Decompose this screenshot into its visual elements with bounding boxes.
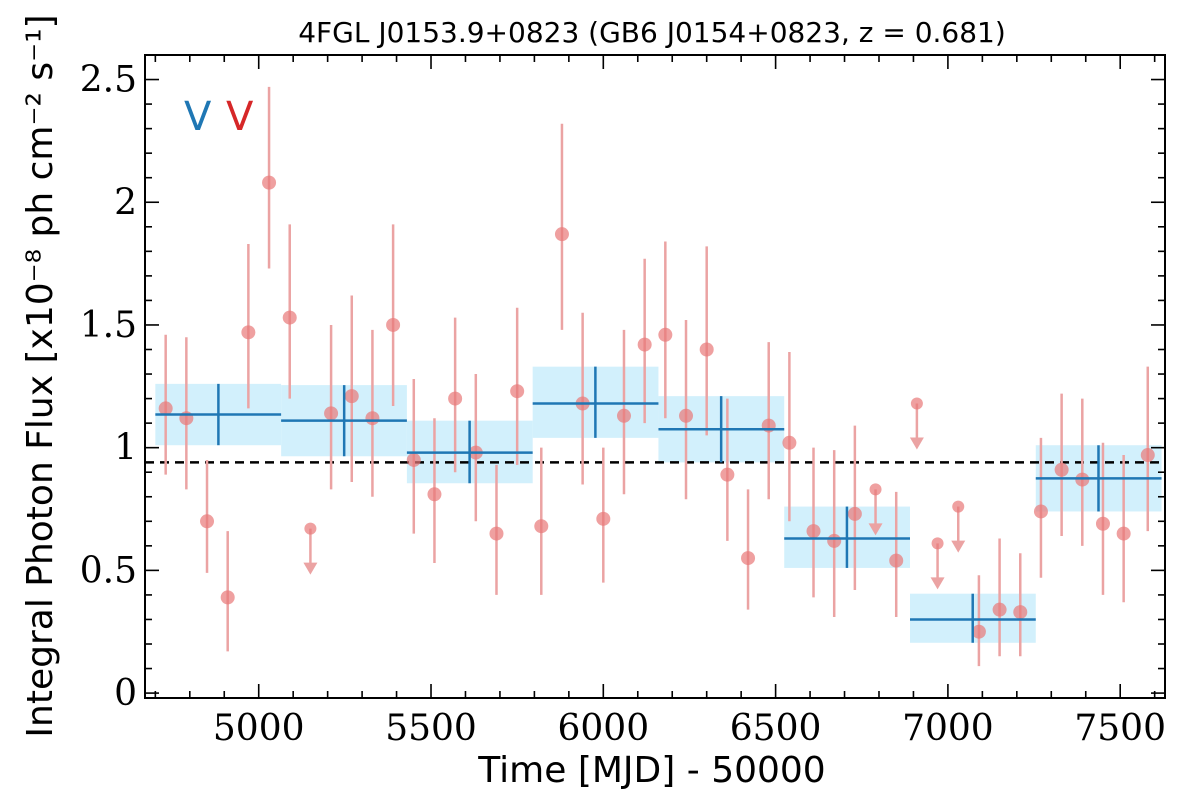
data-point-5 — [262, 175, 277, 190]
upper-limit-head-34 — [868, 523, 883, 536]
y-tick-label: 0.5 — [80, 550, 137, 591]
data-point-26 — [699, 342, 714, 357]
data-point-22 — [616, 408, 631, 423]
x-axis-label: Time [MJD] - 50000 — [477, 750, 825, 791]
upper-limit-head-37 — [930, 577, 945, 590]
data-point-0 — [158, 401, 173, 416]
upper-limit-point-36 — [910, 397, 923, 410]
y-tick-label: 1 — [114, 428, 137, 469]
data-point-40 — [992, 602, 1007, 617]
data-point-46 — [1116, 526, 1131, 541]
data-point-8 — [324, 406, 339, 421]
chart-title: 4FGL J0153.9+0823 (GB6 J0154+0823, z = 0… — [298, 16, 1006, 49]
upper-limit-point-7 — [304, 522, 317, 535]
y-tick-label: 0 — [114, 673, 137, 714]
upper-limit-point-38 — [952, 500, 965, 513]
data-point-16 — [489, 526, 504, 541]
data-point-23 — [637, 337, 652, 352]
x-tick-label: 7500 — [1074, 708, 1166, 749]
axis-ticks: 5000 5500 6000 6500 7000 7500 0 0.5 1 1.5 2 2.5 — [80, 55, 1166, 749]
upper-limit-point-34 — [869, 483, 882, 496]
data-point-17 — [510, 384, 525, 399]
annotation-v-blue: V — [184, 94, 212, 140]
data-point-42 — [1033, 504, 1048, 519]
y-axis-label: Integral Photon Flux [x10⁻⁸ ph cm⁻² s⁻¹] — [20, 14, 61, 737]
plot-area — [145, 86, 1165, 667]
data-point-21 — [596, 511, 611, 526]
data-point-19 — [554, 227, 569, 242]
data-point-9 — [344, 389, 359, 404]
data-point-18 — [534, 519, 549, 534]
upper-limit-head-38 — [951, 540, 966, 553]
x-tick-label: 6000 — [557, 708, 649, 749]
data-point-35 — [889, 553, 904, 568]
plot-frame — [144, 54, 1166, 699]
data-point-47 — [1140, 448, 1155, 463]
data-point-45 — [1095, 516, 1110, 531]
upper-limit-point-37 — [931, 537, 944, 550]
y-tick-label: 1.5 — [80, 305, 137, 346]
data-point-41 — [1013, 605, 1028, 620]
annotation-v-red: V — [226, 94, 254, 140]
y-tick-label: 2.5 — [80, 60, 137, 101]
x-tick-label: 6500 — [730, 708, 822, 749]
data-point-33 — [847, 506, 862, 521]
data-point-24 — [658, 327, 673, 342]
data-point-11 — [386, 317, 401, 332]
data-point-6 — [282, 310, 297, 325]
data-point-30 — [782, 435, 797, 450]
data-point-14 — [448, 391, 463, 406]
data-point-12 — [406, 452, 421, 467]
data-point-43 — [1054, 462, 1069, 477]
data-point-2 — [200, 514, 215, 529]
data-point-4 — [241, 325, 256, 340]
data-point-28 — [741, 551, 756, 566]
data-point-13 — [427, 487, 442, 502]
data-point-27 — [720, 467, 735, 482]
x-tick-label: 7000 — [902, 708, 994, 749]
y-tick-label: 2 — [114, 182, 137, 223]
upper-limit-head-36 — [909, 437, 924, 450]
data-point-25 — [679, 408, 694, 423]
x-tick-label: 5500 — [385, 708, 477, 749]
data-point-10 — [365, 411, 380, 426]
upper-limit-head-7 — [303, 562, 318, 575]
data-point-31 — [806, 524, 821, 539]
x-tick-label: 5000 — [213, 708, 305, 749]
data-point-32 — [827, 533, 842, 548]
data-point-3 — [220, 590, 235, 605]
data-point-39 — [971, 624, 986, 639]
